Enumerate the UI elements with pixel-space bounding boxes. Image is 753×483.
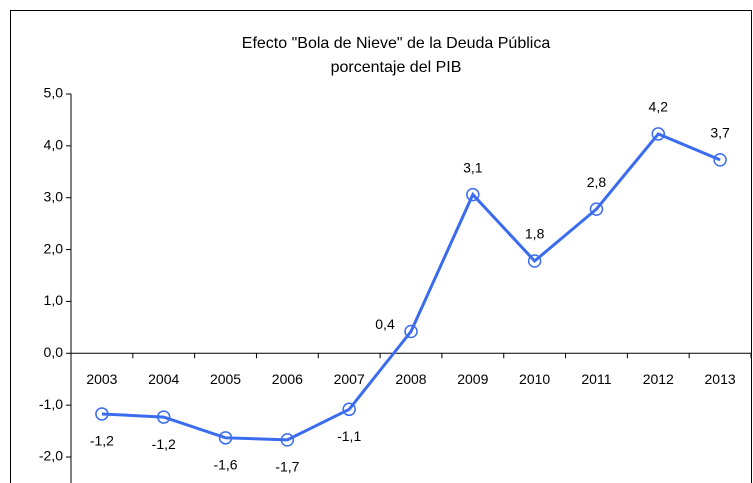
x-tick-label: 2009 <box>457 371 488 387</box>
data-label: -1,1 <box>337 428 361 444</box>
data-label: 3,1 <box>463 159 483 175</box>
marker <box>280 433 295 447</box>
marker <box>95 407 109 421</box>
chart-frame <box>10 10 752 483</box>
y-tick-label: 3,0 <box>44 188 64 204</box>
y-tick-label: 2,0 <box>44 240 64 256</box>
y-tick-label: -2,0 <box>39 448 63 464</box>
y-tick-label: 4,0 <box>44 137 64 153</box>
data-label: 0,4 <box>375 316 395 332</box>
marker <box>589 202 604 216</box>
y-tick-label: 1,0 <box>44 292 64 308</box>
x-tick-label: 2010 <box>519 371 550 387</box>
data-label: 1,8 <box>525 226 545 242</box>
data-label: -1,6 <box>213 457 237 473</box>
data-label: 4,2 <box>649 99 669 115</box>
x-tick-label: 2013 <box>705 371 736 387</box>
marker <box>404 324 418 339</box>
chart-subtitle: porcentaje del PIB <box>331 59 462 76</box>
x-tick-label: 2012 <box>643 371 674 387</box>
marker <box>466 187 480 202</box>
marker <box>342 402 356 417</box>
x-tick-label: 2006 <box>272 371 303 387</box>
x-tick-label: 2005 <box>210 371 241 387</box>
marker <box>651 127 666 141</box>
y-tick-label: -1,0 <box>39 396 63 412</box>
x-tick-label: 2004 <box>148 371 179 387</box>
chart-title: Efecto "Bola de Nieve" de la Deuda Públi… <box>242 35 551 52</box>
x-tick-label: 2011 <box>581 371 611 387</box>
line <box>101 132 721 442</box>
x-tick-label: 2007 <box>334 371 365 387</box>
marker <box>156 410 171 424</box>
data-label: 2,8 <box>587 174 607 190</box>
marker <box>218 431 233 445</box>
marker <box>527 254 542 268</box>
data-label: -1,2 <box>90 433 114 449</box>
marker <box>713 153 727 167</box>
x-tick-label: 2003 <box>86 371 117 387</box>
y-tick-label: 0,0 <box>44 344 64 360</box>
x-tick-label: 2008 <box>395 371 426 387</box>
data-label: -1,2 <box>152 436 176 452</box>
y-tick-label: 5,0 <box>44 85 64 101</box>
data-label: 3,7 <box>710 125 730 141</box>
data-label: -1,7 <box>275 459 299 475</box>
